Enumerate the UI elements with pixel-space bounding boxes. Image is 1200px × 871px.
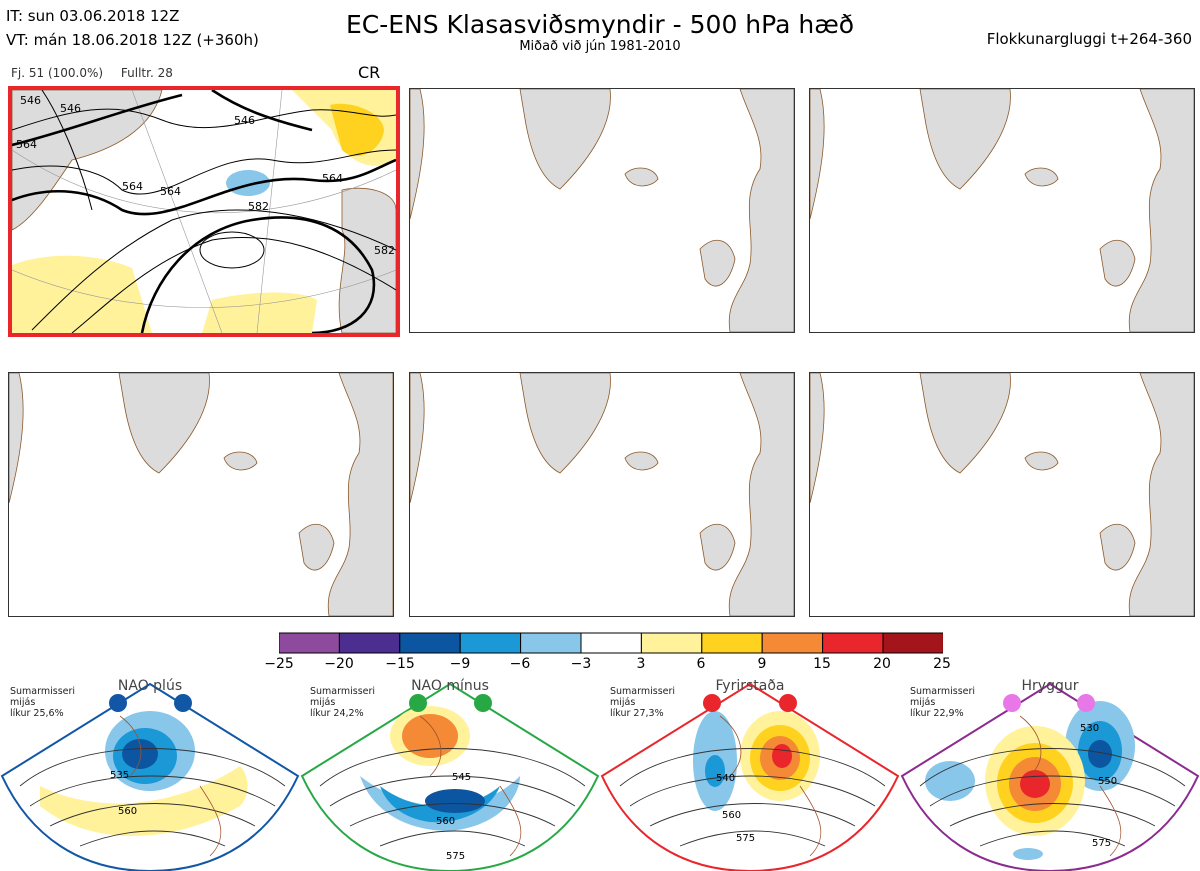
classification-window: Flokkunargluggi t+264-360: [986, 30, 1192, 48]
colorbar-tick: 9: [757, 656, 767, 672]
contour-label: 550: [1098, 776, 1117, 787]
colorbar-tick: −3: [570, 656, 592, 672]
cluster-map-panel[interactable]: [809, 88, 1195, 333]
cluster-map-panel[interactable]: [809, 372, 1195, 617]
regime-name: Hryggur: [1021, 678, 1079, 694]
colorbar-cell: [520, 632, 582, 654]
blank-base-map: [810, 373, 1194, 616]
member-count: Fj. 51 (100.0%): [11, 66, 104, 80]
contour-label: 546: [234, 114, 255, 127]
colorbar-tick: −25: [264, 656, 294, 672]
contour-label: 560: [118, 806, 137, 817]
colorbar-tick-labels: −25 −20 −15 −9 −6 −3 3 6 9 15 20 25: [262, 656, 962, 674]
contour-label: 546: [60, 102, 81, 115]
regime-map: 545 560 575: [300, 682, 600, 871]
cluster-map-panel[interactable]: [409, 88, 795, 333]
colorbar-cell: [761, 632, 824, 654]
colorbar-cell: [338, 632, 401, 654]
colorbar-cell: [580, 632, 642, 654]
contour-label: 546: [20, 94, 41, 107]
colorbar-cell: [279, 632, 340, 654]
regime-marker-dot: [1003, 694, 1021, 712]
regime-marker-dot: [174, 694, 192, 712]
greenland-land: [12, 90, 163, 231]
colorbar-tick: 3: [636, 656, 646, 672]
contour-label: 535: [110, 770, 129, 781]
contour-label: 530: [1080, 723, 1099, 734]
regime-map: 530 550 575: [900, 682, 1200, 871]
initial-time: IT: sun 03.06.2018 12Z: [6, 7, 180, 25]
cluster-map-panel[interactable]: [409, 372, 795, 617]
contour-label: 545: [452, 772, 471, 783]
contour-label: 575: [446, 851, 465, 862]
regime-info: Sumarmisseri mijás líkur 27,3%: [610, 686, 676, 719]
regime-marker-dot: [409, 694, 427, 712]
regime-info: Sumarmisseri mijás líkur 25,6%: [10, 686, 76, 719]
regime-nao-minus[interactable]: 545 560 575 NAO mínus Sumarmisseri mijás…: [300, 676, 600, 871]
contour-label: 540: [716, 773, 735, 784]
cluster-map-panel-selected[interactable]: 546 546 564 564 564 546 564 582 582: [8, 86, 400, 337]
contour-label: 582: [248, 200, 269, 213]
colorbar-cell: [882, 632, 943, 654]
colorbar-tick: −15: [385, 656, 415, 672]
regime-info: Sumarmisseri mijás líkur 24,2%: [310, 686, 376, 719]
positive-anomaly-area: [202, 292, 317, 333]
regime-name: Fyrirstaða: [715, 678, 785, 694]
regime-name: NAO mínus: [411, 678, 489, 694]
regime-ridge[interactable]: 530 550 575 Hryggur Sumarmisseri mijás l…: [900, 676, 1200, 871]
regime-marker-dot: [703, 694, 721, 712]
colorbar-tick: 15: [813, 656, 831, 672]
valid-time: VT: mán 18.06.2018 12Z (+360h): [6, 31, 259, 49]
contour-label: 564: [322, 172, 343, 185]
contour-label: 582: [374, 244, 395, 257]
cluster-map-selected: 546 546 564 564 564 546 564 582 582: [12, 90, 396, 333]
panel-meta: Fj. 51 (100.0%) Fulltr. 28: [11, 66, 187, 80]
regime-name: NAO plús: [117, 678, 183, 694]
blank-base-map: [410, 373, 794, 616]
colorbar-cell: [459, 632, 522, 654]
colorbar-cell: [822, 632, 884, 654]
cluster-map-panel[interactable]: [8, 372, 394, 617]
regime-map: 535 560: [0, 682, 300, 871]
contour-label: 575: [1092, 838, 1111, 849]
colorbar-tick: 6: [696, 656, 706, 672]
regime-nao-plus[interactable]: 535 560 NAO plús Sumarmisseri mijás líku…: [0, 676, 300, 871]
regime-marker-dot: [109, 694, 127, 712]
contour-label: 560: [722, 810, 741, 821]
page-title: EC-ENS Klasasviðsmyndir - 500 hPa hæð: [345, 10, 855, 39]
contour-label: 564: [160, 185, 181, 198]
colorbar-tick: −6: [509, 656, 531, 672]
positive-anomaly-area: [330, 103, 384, 157]
blank-base-map: [810, 89, 1194, 332]
colorbar-cell: [399, 632, 461, 654]
contour-label: 575: [736, 833, 755, 844]
regime-marker-dot: [474, 694, 492, 712]
header-dates: IT: sun 03.06.2018 12Z VT: mán 18.06.201…: [6, 4, 259, 52]
colorbar-tick: −9: [449, 656, 471, 672]
regime-marker-dot: [1077, 694, 1095, 712]
regime-map: 540 560 575: [600, 682, 900, 871]
representative-member: Fulltr. 28: [120, 66, 173, 80]
anomaly-colorbar: [279, 632, 943, 654]
regime-code: CR: [358, 63, 381, 82]
contour-label: 564: [122, 180, 143, 193]
colorbar-cell: [701, 632, 763, 654]
page-subtitle: Miðað við jún 1981-2010: [519, 39, 681, 54]
regime-marker-dot: [779, 694, 797, 712]
blank-base-map: [9, 373, 393, 616]
positive-anomaly-area: [12, 255, 152, 333]
regime-blocking[interactable]: 540 560 575 Fyrirstaða Sumarmisseri mijá…: [600, 676, 900, 871]
contour-label: 564: [16, 138, 37, 151]
colorbar-tick: 20: [873, 656, 891, 672]
blank-base-map: [410, 89, 794, 332]
contour-label: 560: [436, 816, 455, 827]
regime-info: Sumarmisseri mijás líkur 22,9%: [910, 686, 976, 719]
colorbar-tick: 25: [933, 656, 951, 672]
colorbar-tick: −20: [324, 656, 354, 672]
colorbar-cell: [640, 632, 703, 654]
